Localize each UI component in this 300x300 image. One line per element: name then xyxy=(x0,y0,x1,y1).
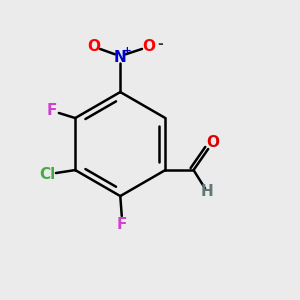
Text: F: F xyxy=(117,217,127,232)
Text: O: O xyxy=(142,39,155,54)
Text: O: O xyxy=(87,39,100,54)
Text: Cl: Cl xyxy=(39,167,55,182)
Text: -: - xyxy=(157,37,163,51)
Text: +: + xyxy=(122,46,131,56)
Text: N: N xyxy=(114,50,127,65)
Text: F: F xyxy=(46,103,57,118)
Text: O: O xyxy=(206,135,219,150)
Text: H: H xyxy=(201,184,213,199)
